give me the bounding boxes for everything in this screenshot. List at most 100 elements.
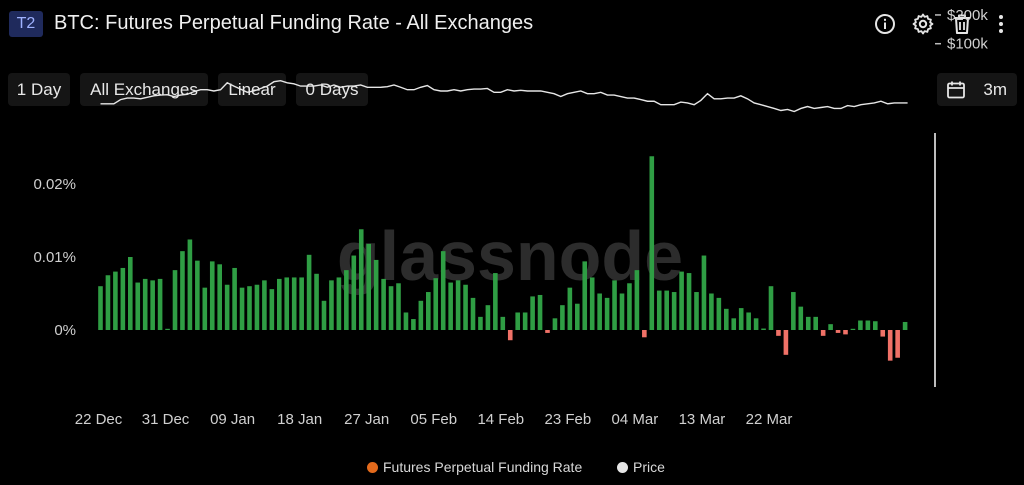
scale-select[interactable]: Linear xyxy=(218,73,286,106)
exchange-select[interactable]: All Exchanges xyxy=(80,73,208,106)
funding-rate-bar xyxy=(850,328,856,330)
left-axis-tick: 0.01% xyxy=(33,249,76,266)
funding-rate-bar xyxy=(142,278,148,330)
funding-rate-bar xyxy=(493,273,498,330)
funding-rate-bar xyxy=(344,270,349,330)
funding-rate-bar xyxy=(731,318,737,330)
funding-rate-bar xyxy=(552,318,558,330)
funding-rate-bar xyxy=(284,277,290,330)
funding-rate-bar xyxy=(761,328,766,330)
funding-rate-bar xyxy=(634,270,640,330)
funding-rate-bar xyxy=(388,286,394,330)
x-axis: 22 Dec 31 Dec 09 Jan 18 Jan 27 Jan 05 Feb 14 F… xyxy=(75,411,793,428)
funding-rate-bar xyxy=(828,324,833,330)
funding-rate-bar xyxy=(545,330,550,333)
funding-rate-bar xyxy=(858,320,863,330)
x-axis-tick: 09 Jan xyxy=(210,411,255,428)
funding-rate-bar xyxy=(455,280,461,330)
funding-rate-bar xyxy=(105,275,111,330)
funding-rate-bar xyxy=(627,283,632,330)
funding-rate-bar xyxy=(612,280,617,330)
date-range-button[interactable]: 3m xyxy=(937,73,1017,106)
funding-rate-bar xyxy=(478,316,483,330)
funding-rate-bar xyxy=(373,259,379,330)
funding-rate-bar xyxy=(403,312,409,330)
funding-rate-bar xyxy=(887,330,893,361)
funding-rate-bar xyxy=(798,306,804,330)
funding-rate-bar xyxy=(128,257,133,330)
funding-rate-bar xyxy=(98,286,103,330)
funding-rate-bar xyxy=(873,321,878,330)
funding-rate-bar xyxy=(768,286,774,330)
funding-rate-bar xyxy=(619,293,625,330)
funding-rate-bar xyxy=(507,330,513,341)
x-axis-tick: 14 Feb xyxy=(477,411,524,428)
funding-rate-bar xyxy=(589,277,595,330)
funding-rate-bar xyxy=(366,243,371,330)
funding-rate-bar xyxy=(805,316,811,330)
x-axis-tick: 13 Mar xyxy=(679,411,726,428)
x-axis-tick: 27 Jan xyxy=(344,411,389,428)
chart-header: T2 BTC: Futures Perpetual Funding Rate -… xyxy=(0,0,1024,50)
funding-rate-bar xyxy=(813,316,818,330)
x-axis-tick: 31 Dec xyxy=(142,411,190,428)
funding-rate-bar xyxy=(716,297,722,330)
funding-rate-bar xyxy=(232,267,237,330)
funding-rate-bar xyxy=(701,255,707,330)
funding-rate-bar xyxy=(515,312,520,330)
legend-price[interactable]: Price xyxy=(617,459,665,475)
funding-rate-bar xyxy=(679,271,684,330)
funding-rate-bar xyxy=(791,292,796,330)
funding-rate-bar xyxy=(440,251,446,330)
funding-rate-bar xyxy=(150,280,155,330)
funding-rate-bar xyxy=(306,254,312,330)
funding-rate-bar xyxy=(709,293,714,330)
legend-funding-label: Futures Perpetual Funding Rate xyxy=(383,459,583,475)
funding-rate-bar xyxy=(209,261,215,330)
funding-rate-bar xyxy=(783,330,789,355)
funding-rate-bar xyxy=(187,239,193,330)
funding-rate-bar xyxy=(239,287,245,330)
x-axis-tick: 05 Feb xyxy=(410,411,457,428)
x-axis-tick: 23 Feb xyxy=(544,411,591,428)
price-line xyxy=(100,79,908,113)
funding-rate-bar xyxy=(381,278,386,330)
funding-rate-bar xyxy=(560,305,565,330)
funding-rate-bar xyxy=(724,308,729,330)
funding-rate-bar xyxy=(321,300,327,330)
funding-rate-bar xyxy=(686,273,692,330)
funding-rate-bar xyxy=(299,277,304,330)
gear-icon[interactable] xyxy=(911,12,935,36)
funding-rate-bar xyxy=(396,283,401,330)
funding-rate-bar xyxy=(224,284,230,330)
info-icon[interactable] xyxy=(873,12,897,36)
funding-rate-bar xyxy=(567,287,573,330)
funding-rate-bar xyxy=(500,316,506,330)
funding-rate-bar xyxy=(597,293,602,330)
tier-badge: T2 xyxy=(9,11,43,37)
right-axis: $1m$500k$200k$100k xyxy=(934,7,988,387)
funding-rate-bar xyxy=(426,292,431,330)
funding-rate-bar xyxy=(694,292,699,330)
trash-icon[interactable] xyxy=(950,12,974,36)
more-vertical-icon[interactable] xyxy=(989,12,1013,36)
funding-rate-bar xyxy=(157,278,163,330)
funding-rate-bar xyxy=(351,255,357,330)
funding-rate-bars xyxy=(98,156,908,361)
legend-funding-rate[interactable]: Futures Perpetual Funding Rate xyxy=(367,459,582,475)
funding-rate-bar xyxy=(880,330,886,337)
watermark: glassnode xyxy=(337,217,683,295)
funding-rate-bar xyxy=(522,312,528,330)
funding-rate-bar xyxy=(418,300,424,330)
right-axis-tick: $200k xyxy=(947,7,988,24)
funding-rate-bar xyxy=(895,330,900,358)
right-axis-tick: $100k xyxy=(947,36,988,53)
funding-rate-bar xyxy=(835,330,841,333)
funding-rate-bar xyxy=(582,261,588,330)
resolution-select[interactable]: 1 Day xyxy=(8,73,70,106)
funding-rate-bar xyxy=(113,271,118,330)
funding-rate-bar xyxy=(575,303,580,330)
funding-rate-bar xyxy=(291,277,297,330)
legend-funding-swatch xyxy=(367,462,378,473)
